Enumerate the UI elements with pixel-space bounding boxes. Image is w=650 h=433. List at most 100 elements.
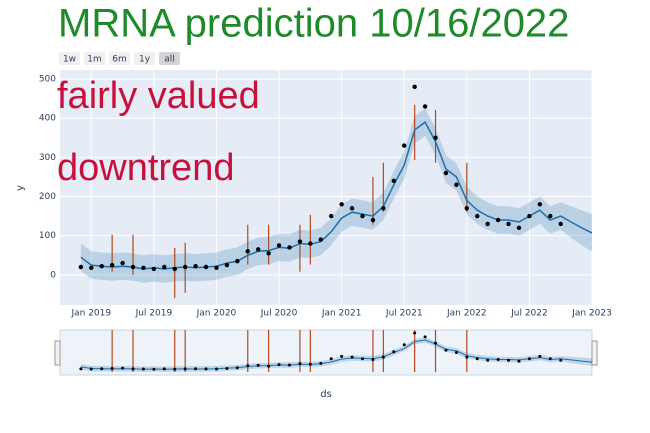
actual-point — [506, 221, 511, 227]
actual-point — [308, 241, 313, 246]
actual-point — [193, 264, 198, 269]
actual-point — [141, 265, 146, 270]
actual-point — [485, 221, 490, 227]
actual-point — [443, 170, 449, 176]
slider-actual-point — [141, 367, 145, 371]
range-slider[interactable] — [59, 329, 593, 376]
slider-actual-point — [235, 366, 239, 370]
x-tick-label: Jan 2022 — [446, 309, 487, 319]
actual-point — [224, 262, 230, 268]
plot-background — [60, 70, 592, 305]
slider-actual-point — [413, 331, 417, 335]
range-button[interactable] — [84, 52, 105, 65]
slider-actual-point — [434, 341, 438, 345]
actual-point — [214, 265, 219, 270]
slider-actual-point — [465, 355, 469, 359]
slider-actual-point — [517, 359, 521, 363]
slider-actual-point — [287, 363, 291, 367]
y-tick-label: 400 — [39, 114, 56, 124]
actual-point — [433, 135, 438, 140]
actual-point — [516, 225, 522, 231]
range-button[interactable] — [159, 52, 180, 65]
slider-actual-point — [100, 367, 104, 371]
slider-actual-point — [402, 343, 406, 347]
slider-actual-point — [225, 366, 229, 370]
actual-point — [454, 182, 459, 187]
slider-actual-point — [444, 348, 448, 352]
range-button-label[interactable]: 1w — [63, 55, 76, 65]
slider-actual-point — [308, 362, 312, 366]
slider-actual-point — [371, 358, 375, 362]
slider-actual-point — [121, 366, 125, 370]
actual-point — [412, 84, 417, 90]
range-button-label[interactable]: 6m — [112, 55, 127, 65]
actual-point — [151, 266, 157, 272]
slider-handle[interactable] — [54, 340, 61, 366]
slider-actual-point — [152, 367, 156, 371]
actual-point — [475, 213, 480, 219]
slider-actual-point — [423, 335, 427, 339]
range-button-label[interactable]: 1m — [87, 55, 102, 65]
slider-actual-point — [183, 367, 187, 371]
slider-actual-point — [496, 358, 500, 362]
actual-point — [360, 213, 365, 219]
actual-point — [182, 264, 188, 270]
actual-point — [422, 104, 428, 109]
actual-point — [329, 213, 334, 219]
actual-point — [89, 265, 94, 270]
annotation: fairly valued — [57, 75, 260, 117]
range-button[interactable] — [109, 52, 130, 65]
slider-actual-point — [350, 355, 354, 359]
actual-point — [120, 260, 125, 266]
actual-point — [78, 264, 84, 270]
x-tick-label: Jul 2020 — [260, 309, 298, 319]
range-button-label[interactable]: 1y — [139, 55, 151, 65]
slider-actual-point — [340, 354, 344, 358]
actual-point — [537, 202, 543, 207]
actual-point — [235, 258, 240, 264]
actual-point — [203, 264, 209, 270]
slider-actual-point — [79, 367, 83, 371]
actual-point — [391, 178, 397, 184]
slider-actual-point — [329, 357, 333, 361]
actual-point — [318, 237, 323, 242]
actual-point — [402, 143, 407, 148]
slider-actual-point — [277, 363, 281, 367]
x-tick-label: Jul 2022 — [510, 309, 548, 319]
actual-point — [130, 264, 136, 270]
slider-actual-point — [475, 357, 479, 361]
slider-actual-point — [246, 364, 250, 368]
actual-point — [495, 217, 501, 223]
slider-actual-point — [548, 357, 552, 361]
actual-point — [245, 249, 250, 254]
slider-actual-point — [507, 358, 511, 362]
slider-actual-point — [89, 367, 93, 371]
y-tick-label: 200 — [39, 192, 56, 202]
slider-handle[interactable] — [591, 340, 598, 366]
x-tick-label: Jan 2023 — [571, 309, 612, 319]
slider-actual-point — [173, 367, 177, 371]
slider-actual-point — [454, 351, 458, 354]
range-button[interactable] — [59, 52, 80, 65]
slider-actual-point — [110, 366, 114, 370]
y-axis-label: y — [15, 185, 26, 191]
actual-point — [464, 206, 470, 211]
actual-point — [276, 243, 282, 248]
slider-actual-point — [361, 357, 365, 361]
trend-line — [80, 120, 593, 270]
slider-actual-point — [194, 367, 198, 371]
slider-actual-point — [256, 363, 260, 367]
slider-actual-point — [131, 367, 135, 371]
actual-point — [548, 213, 553, 219]
range-button-label[interactable]: all — [164, 55, 175, 65]
annotation: downtrend — [57, 147, 234, 189]
slider-actual-point — [392, 350, 396, 354]
slider-actual-point — [162, 367, 166, 371]
slider-actual-point — [267, 364, 271, 368]
range-button[interactable] — [134, 52, 155, 65]
y-tick-label: 0 — [50, 270, 56, 280]
actual-point — [255, 247, 261, 252]
slider-actual-point — [298, 362, 302, 366]
x-tick-label: Jul 2021 — [385, 309, 423, 319]
